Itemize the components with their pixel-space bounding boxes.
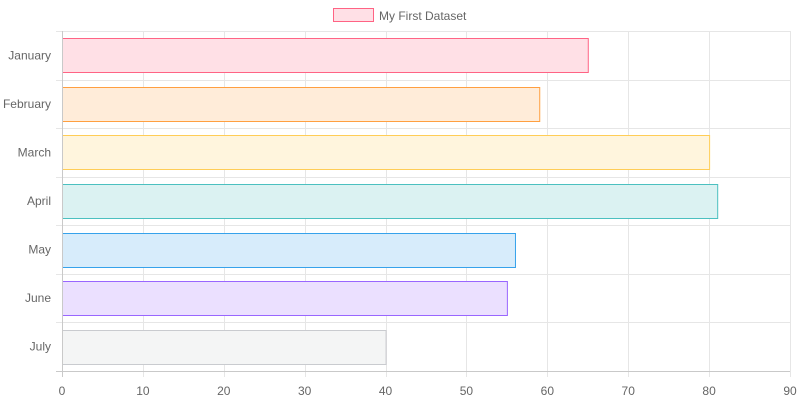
bar-january[interactable] [62,38,589,73]
y-tick-label: April [27,194,51,208]
x-tick-label: 40 [379,384,393,398]
y-tick-label: January [8,48,51,62]
legend[interactable]: My First Dataset [333,8,468,24]
bar-may[interactable] [62,233,516,268]
y-tick-label: June [25,291,51,305]
x-tick-label: 80 [702,384,716,398]
y-tick-label: February [3,97,51,111]
x-tick-label: 90 [783,384,797,398]
bars [62,38,719,365]
bar-july[interactable] [62,330,387,365]
x-tick-label: 10 [136,384,150,398]
x-tick-label: 70 [622,384,636,398]
x-tick-label: 0 [59,384,66,398]
bar-march[interactable] [62,135,711,170]
legend-swatch[interactable] [333,8,374,22]
y-tick-label: March [18,145,51,159]
x-tick-label: 30 [298,384,312,398]
x-tick-label: 20 [217,384,231,398]
y-tick-label: July [30,340,51,354]
legend-label[interactable]: My First Dataset [379,9,467,23]
bar-june[interactable] [62,281,508,316]
x-tick-label: 50 [460,384,474,398]
axes: January February March April May June July 0 10 2… [3,31,797,398]
y-tick-label: May [28,243,51,257]
bar-april[interactable] [62,184,719,219]
x-tick-label: 60 [541,384,555,398]
bar-february[interactable] [62,87,541,122]
